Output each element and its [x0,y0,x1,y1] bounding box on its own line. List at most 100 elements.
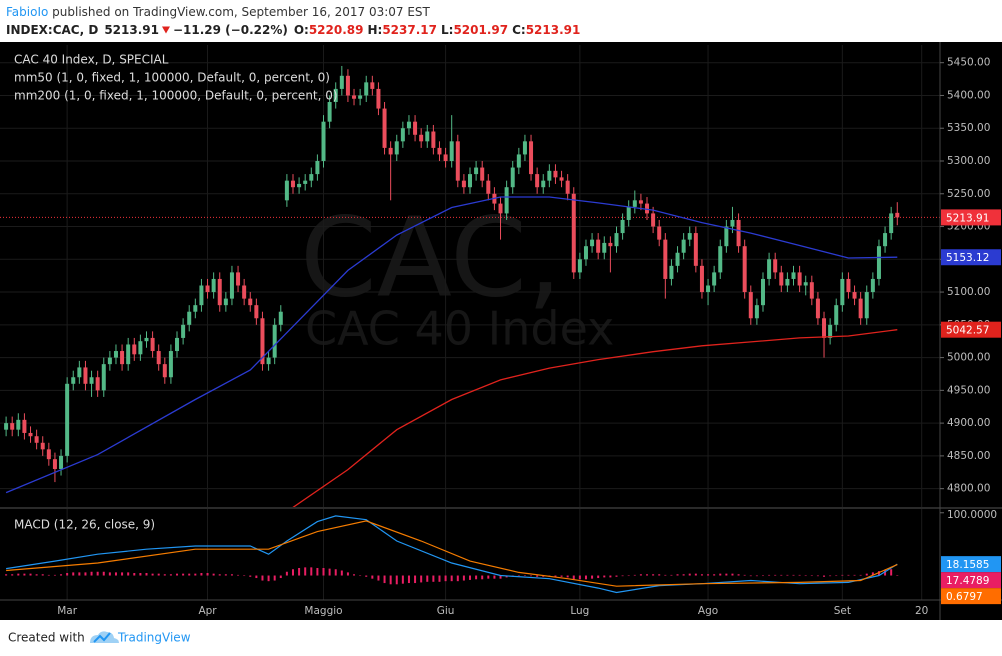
candle-body [571,193,576,273]
candle-body [95,377,100,391]
x-tick-label: Lug [570,605,589,617]
histogram-bar [420,575,423,583]
candle-body [773,259,778,273]
candle-body [278,311,283,325]
x-tick-label: Giu [437,605,455,617]
y-tick-label: 5400.00 [947,89,990,101]
y-tick-label: 5300.00 [947,155,990,167]
candle-body [486,180,491,194]
histogram-bar [835,575,838,577]
candle-body [651,213,656,227]
candle-body [675,252,680,266]
candle-body [132,344,137,355]
legend-entry: mm50 (1, 0, fixed, 1, 100000, Default, 0… [14,71,330,85]
candle-body [242,285,247,299]
candle-body [40,442,45,450]
histogram-bar [291,569,294,576]
candle-body [712,272,717,286]
histogram-bar [188,573,191,576]
histogram-bar [243,575,246,577]
candle-body [632,200,637,207]
candle-body [559,177,564,181]
histogram-bar [176,573,179,576]
histogram-bar [584,575,587,580]
candle-body [327,102,332,122]
histogram-bar [35,574,38,576]
histogram-bar [84,572,87,576]
footer-brand[interactable]: TradingView [117,631,191,645]
candle-body [809,282,814,299]
candle-body [303,180,308,184]
candle-body [608,242,613,247]
histogram-bar [591,575,594,579]
histogram-bar [646,574,649,576]
candle-body [59,455,64,469]
histogram-bar [804,575,807,577]
candle-body [748,292,753,319]
candle-body [638,200,643,204]
histogram-bar [682,574,685,576]
last-price-label: 5213.91 [946,212,989,224]
histogram-bar [603,575,606,578]
published: published on TradingView.com, September … [48,5,430,19]
histogram-bar [774,574,777,576]
ohlc-value: 5237.17 [382,23,437,37]
histogram-bar [90,571,93,576]
histogram-bar [853,574,856,576]
author[interactable]: FabioIo [6,5,48,19]
candle-body [590,239,595,247]
symbol: INDEX:CAC, D [6,23,98,37]
histogram-bar [5,574,8,576]
candle-body [358,95,363,99]
candle-body [596,239,601,253]
histogram-bar [676,574,679,576]
histogram-bar [102,571,105,576]
candle-body [211,278,216,293]
histogram-bar [169,574,172,576]
ohlc-label: C: [512,23,526,37]
macd-value-label-box [941,572,1001,589]
candle-body [547,170,552,181]
histogram-bar [377,575,380,581]
ohlc-label: H: [367,23,382,37]
histogram-bar [145,573,148,576]
candle-body [28,432,33,437]
candle-body [419,134,424,142]
main-pane: CAC,CAC 40 Index [0,45,940,507]
histogram-bar [371,575,374,579]
histogram-bar [432,575,435,582]
histogram-bar [743,574,746,576]
candle-body [510,167,515,188]
candle-body [602,242,607,253]
y-tick-label: 5000.00 [947,352,990,364]
candle-body [138,341,143,355]
histogram-bar [157,573,160,576]
histogram-bar [133,573,136,576]
macd-value-label: 17.4789 [946,575,989,587]
histogram-bar [725,573,728,576]
histogram-bar [359,575,362,577]
candle-body [876,246,881,279]
histogram-bar [719,573,722,576]
ohlc-value: 5213.91 [526,23,581,37]
candle-body [150,337,155,352]
histogram-bar [151,573,154,576]
candle-body [480,167,485,181]
histogram-bar [658,574,661,576]
candle-body [297,183,302,188]
tradingview-logo [90,631,119,643]
candle-body [370,82,375,89]
histogram-bar [114,572,117,576]
histogram-bar [273,575,276,581]
histogram-bar [475,575,478,580]
histogram-bar [615,575,618,577]
candle-body [339,75,344,89]
x-tick-label: Ago [698,605,718,617]
ohlc-label: L: [441,23,453,37]
candle-body [364,82,369,96]
histogram-bar [29,573,32,576]
candle-body [803,282,808,286]
histogram-bar [285,571,288,576]
histogram-bar [127,572,130,576]
